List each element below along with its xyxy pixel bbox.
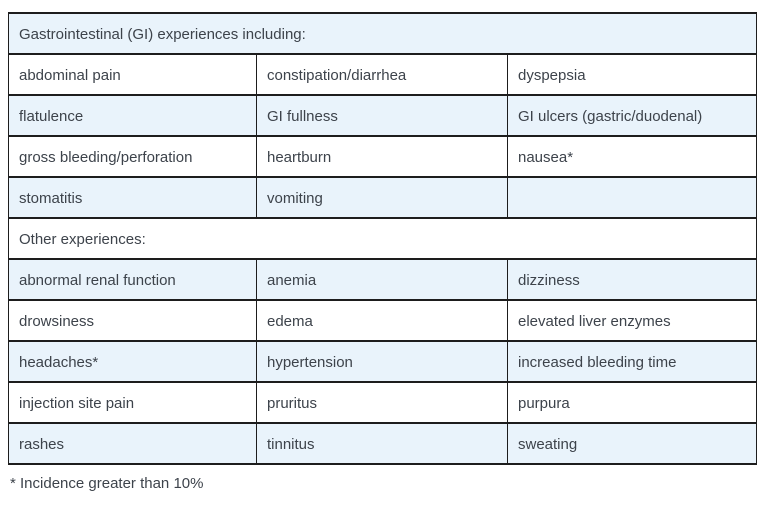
table-cell: edema xyxy=(256,299,508,342)
table-cell: increased bleeding time xyxy=(506,340,758,383)
table-row: gross bleeding/perforation heartburn nau… xyxy=(8,135,758,178)
table-cell: headaches* xyxy=(8,340,257,383)
table-cell: GI fullness xyxy=(256,94,508,137)
table-row: headaches* hypertension increased bleedi… xyxy=(8,340,758,383)
table-row: abdominal pain constipation/diarrhea dys… xyxy=(8,53,758,96)
table-cell: sweating xyxy=(506,422,758,465)
table-row-section-gi: Gastrointestinal (GI) experiences includ… xyxy=(7,12,758,55)
table-cell: heartburn xyxy=(256,135,508,178)
table-cell: pruritus xyxy=(256,381,508,424)
table-cell-empty xyxy=(506,176,758,219)
table-row: rashes tinnitus sweating xyxy=(8,422,758,465)
table-cell: gross bleeding/perforation xyxy=(8,135,257,178)
table-cell: anemia xyxy=(256,258,508,301)
table-cell: GI ulcers (gastric/duodenal) xyxy=(506,94,758,137)
table-cell: dizziness xyxy=(506,258,758,301)
table-row: abnormal renal function anemia dizziness xyxy=(8,258,758,301)
table-cell: hypertension xyxy=(256,340,508,383)
section-header-other: Other experiences: xyxy=(7,217,758,260)
table-cell: nausea* xyxy=(506,135,758,178)
table-cell: stomatitis xyxy=(8,176,257,219)
table-row-section-other: Other experiences: xyxy=(7,217,758,260)
adverse-experiences-table: Gastrointestinal (GI) experiences includ… xyxy=(7,12,758,465)
table-row: drowsiness edema elevated liver enzymes xyxy=(8,299,758,342)
table-cell: purpura xyxy=(506,381,758,424)
table-cell: rashes xyxy=(8,422,257,465)
table-cell: constipation/diarrhea xyxy=(256,53,508,96)
table-cell: vomiting xyxy=(256,176,508,219)
table-cell: abnormal renal function xyxy=(8,258,257,301)
table-row: stomatitis vomiting xyxy=(8,176,758,219)
table-cell: dyspepsia xyxy=(506,53,758,96)
table-cell: injection site pain xyxy=(8,381,257,424)
table-cell: tinnitus xyxy=(256,422,508,465)
section-header-gi: Gastrointestinal (GI) experiences includ… xyxy=(7,12,758,55)
table-cell: drowsiness xyxy=(8,299,257,342)
table-cell: flatulence xyxy=(8,94,257,137)
table-cell: elevated liver enzymes xyxy=(506,299,758,342)
footnote: * Incidence greater than 10% xyxy=(10,475,204,492)
table-row: injection site pain pruritus purpura xyxy=(8,381,758,424)
table-row: flatulence GI fullness GI ulcers (gastri… xyxy=(8,94,758,137)
table-cell: abdominal pain xyxy=(8,53,257,96)
